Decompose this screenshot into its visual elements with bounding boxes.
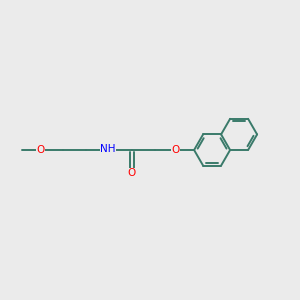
Text: NH: NH (100, 143, 116, 154)
Text: O: O (36, 145, 45, 155)
Text: O: O (128, 167, 136, 178)
Text: O: O (171, 145, 180, 155)
